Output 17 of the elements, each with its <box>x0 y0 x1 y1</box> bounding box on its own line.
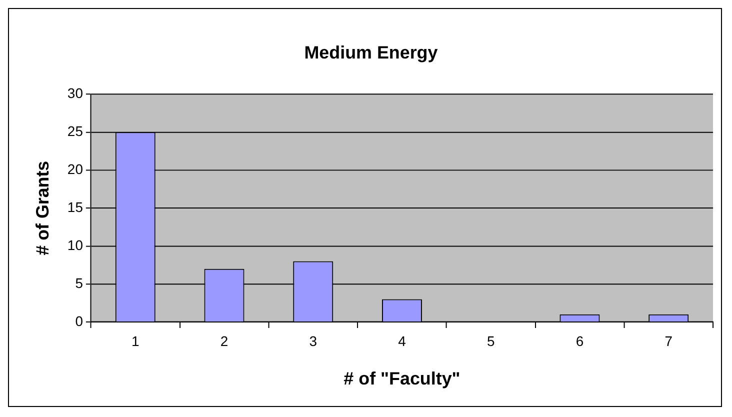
x-axis-title: # of "Faculty" <box>344 368 460 388</box>
y-tick-label: 15 <box>67 198 84 215</box>
x-tick-label: 4 <box>398 333 406 350</box>
y-tick-label: 10 <box>67 236 84 253</box>
x-tick-label: 2 <box>220 333 228 350</box>
y-tick-label: 0 <box>75 312 84 329</box>
y-tick-label: 25 <box>67 123 84 139</box>
x-tick-label: 1 <box>131 333 140 350</box>
x-tick-label: 7 <box>664 333 673 350</box>
y-axis-title: # of Grants <box>32 160 53 256</box>
y-tick-label: 20 <box>67 160 84 177</box>
chart-title: Medium Energy <box>304 42 438 63</box>
y-tick-label: 5 <box>75 274 84 291</box>
y-tick-label: 30 <box>67 85 84 102</box>
x-tick-label: 3 <box>309 333 318 350</box>
x-tick-label: 5 <box>486 333 495 350</box>
x-tick-label: 6 <box>576 333 584 350</box>
